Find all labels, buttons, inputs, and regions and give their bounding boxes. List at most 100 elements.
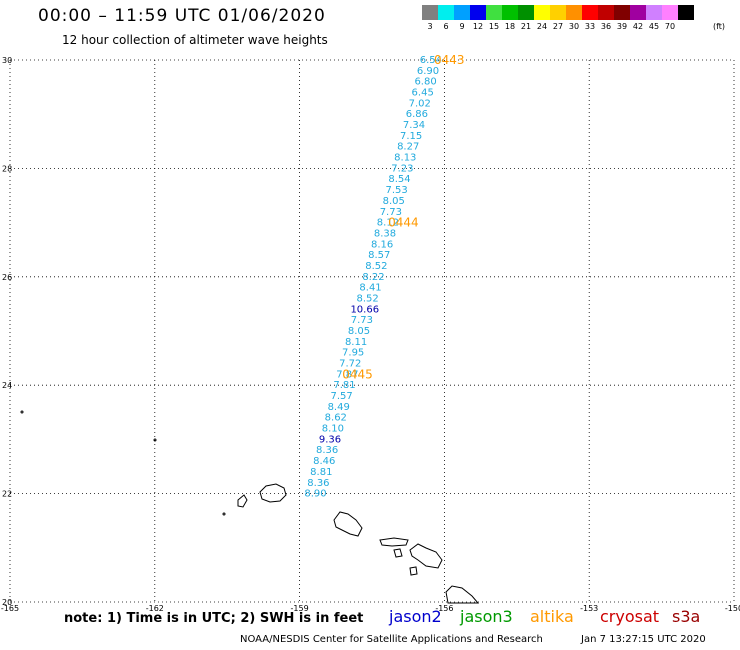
pass-time-label: 0445 — [342, 367, 373, 381]
lat-tick-label: 30 — [2, 56, 12, 65]
swh-value: 8.12 — [377, 218, 399, 229]
island-lanai — [393, 548, 403, 558]
legend-label: 18 — [504, 22, 516, 31]
legend-swatch — [518, 5, 534, 20]
island-niihau — [237, 494, 248, 508]
swh-value: 10.66 — [350, 304, 379, 315]
swh-value: 8.41 — [359, 283, 381, 294]
legend-label: 27 — [552, 22, 564, 31]
legend-swatch — [678, 5, 694, 20]
swh-value: 8.22 — [362, 272, 384, 283]
legend-label: 42 — [632, 22, 644, 31]
satellite-cryosat: cryosat — [600, 607, 660, 626]
legend-swatch — [662, 5, 678, 20]
pass-time-label: 0443 — [434, 53, 465, 67]
legend-swatch — [454, 5, 470, 20]
lon-tick-label: -162 — [146, 604, 164, 613]
island-kahoolawe — [409, 566, 418, 576]
footer-timestamp: Jan 7 13:27:15 UTC 2020 — [581, 634, 706, 645]
axis-tick-labels: -165 -162 -159 -156 -153 -150 20 22 24 26 28 30 — [1, 56, 740, 613]
islet — [222, 512, 226, 516]
swh-value: 6.86 — [406, 109, 428, 120]
swh-value: 8.05 — [383, 196, 405, 207]
swh-value: 8.27 — [397, 142, 419, 153]
swh-value: 7.81 — [333, 380, 355, 391]
legend-swatch — [550, 5, 566, 20]
swh-value: 7.23 — [391, 163, 413, 174]
island-kauai — [259, 483, 287, 503]
swh-track: 6.546.906.806.457.026.867.347.158.278.13… — [304, 55, 442, 500]
time-labels: 0443 0444 0445 — [342, 53, 464, 381]
swh-value: 8.52 — [357, 293, 379, 304]
legend-swatch — [470, 5, 486, 20]
map-title: 00:00 – 11:59 UTC 01/06/2020 — [38, 6, 326, 26]
lon-tick-label: -150 — [725, 604, 740, 613]
swh-value: 7.57 — [330, 391, 352, 402]
satellite-jason2: jason2 — [389, 607, 442, 626]
legend-unit: (ft) — [713, 22, 726, 31]
swh-value: 8.57 — [368, 250, 390, 261]
swh-value: 7.34 — [403, 120, 425, 131]
legend-swatch — [438, 5, 454, 20]
swh-value: 6.80 — [414, 77, 436, 88]
swh-value: 8.90 — [304, 489, 326, 500]
satellite-altika: altika — [530, 607, 574, 626]
island-maui — [409, 543, 443, 569]
swh-value: 8.52 — [365, 261, 387, 272]
satellite-jason3: jason3 — [460, 607, 513, 626]
legend-label: 24 — [536, 22, 548, 31]
swh-value: 8.81 — [310, 467, 332, 478]
legend-swatch — [598, 5, 614, 20]
legend-swatch — [422, 5, 438, 20]
map-grid — [9, 59, 735, 603]
legend-swatch — [502, 5, 518, 20]
legend-label: 45 — [648, 22, 660, 31]
legend-label: 9 — [459, 22, 465, 31]
swh-value: 7.15 — [400, 131, 422, 142]
footer-credit: NOAA/NESDIS Center for Satellite Applica… — [240, 634, 543, 645]
legend-label: 21 — [520, 22, 532, 31]
swh-value: 7.73 — [351, 315, 373, 326]
swh-value: 8.38 — [374, 228, 396, 239]
legend-swatch — [534, 5, 550, 20]
lat-tick-label: 26 — [2, 273, 12, 282]
legend-swatch — [614, 5, 630, 20]
legend-label: 39 — [616, 22, 628, 31]
legend-label: 6 — [443, 22, 449, 31]
lon-tick-label: -153 — [580, 604, 598, 613]
island-molokai — [379, 537, 409, 547]
islet — [153, 438, 157, 442]
swh-value: 8.49 — [328, 402, 350, 413]
island-oahu — [333, 511, 363, 537]
legend-swatch — [630, 5, 646, 20]
legend-label: 70 — [664, 22, 676, 31]
swh-value: 6.45 — [412, 88, 434, 99]
swh-value: 7.53 — [385, 185, 407, 196]
swh-value: 6.54 — [420, 55, 442, 66]
swh-value: 7.02 — [409, 98, 431, 109]
legend-label: 33 — [584, 22, 596, 31]
coastline — [20, 410, 480, 604]
swh-value: 6.90 — [417, 66, 439, 77]
islet — [20, 410, 24, 414]
swh-value: 8.05 — [348, 326, 370, 337]
legend-label: 15 — [488, 22, 500, 31]
swh-value: 8.16 — [371, 239, 393, 250]
swh-value: 7.72 — [339, 359, 361, 370]
map-note: note: 1) Time is in UTC; 2) SWH is in fe… — [64, 611, 364, 626]
swh-value: 9.36 — [319, 434, 341, 445]
legend-label: 36 — [600, 22, 612, 31]
legend-label: 12 — [472, 22, 484, 31]
lat-tick-label: 24 — [2, 381, 12, 390]
legend-swatch — [582, 5, 598, 20]
swh-value: 8.11 — [345, 337, 367, 348]
swh-value: 8.36 — [316, 445, 338, 456]
lon-tick-label: -156 — [435, 604, 453, 613]
map-subtitle: 12 hour collection of altimeter wave hei… — [62, 33, 328, 47]
swh-value: 8.46 — [313, 456, 335, 467]
swh-value: 8.54 — [388, 174, 410, 185]
lon-tick-label: -159 — [291, 604, 309, 613]
lon-tick-label: -165 — [1, 604, 19, 613]
swh-value: 7.87 — [336, 369, 358, 380]
